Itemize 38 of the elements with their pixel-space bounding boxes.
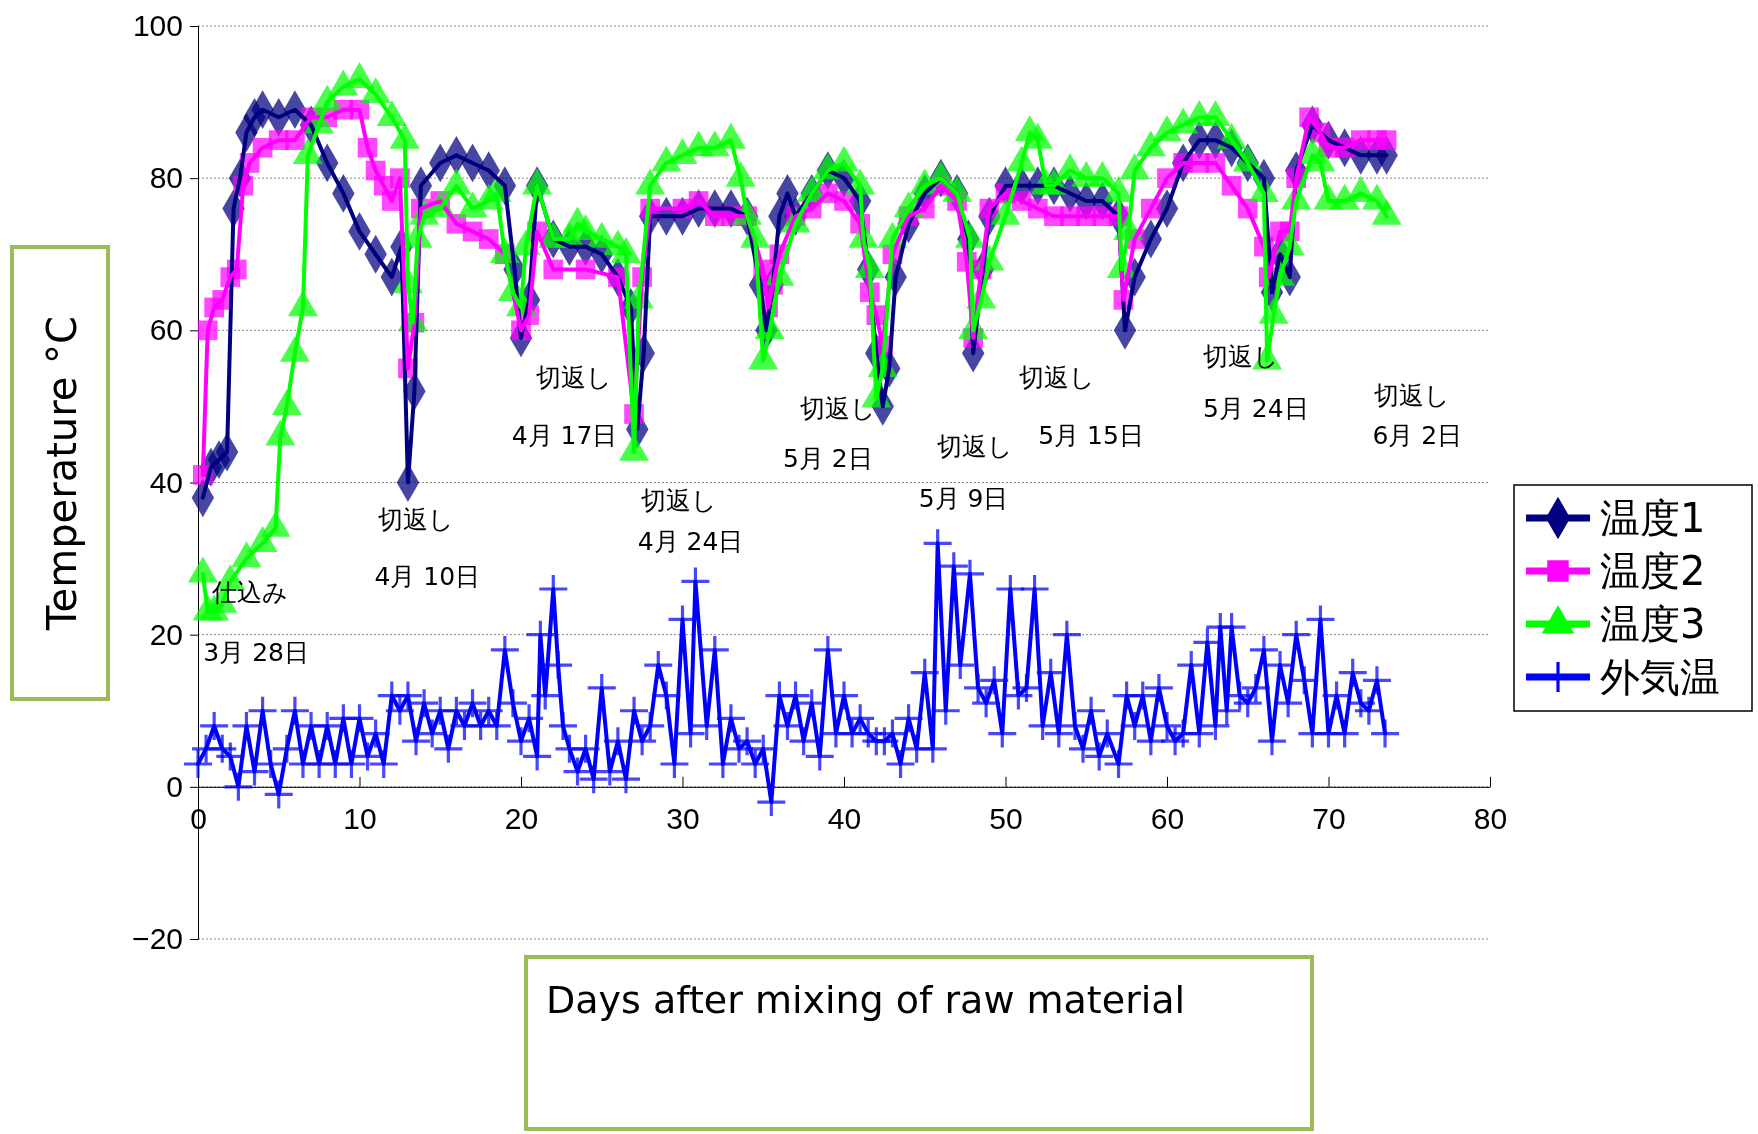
annotation: 切返し — [1019, 363, 1096, 393]
annotation: 切返し — [1374, 380, 1451, 410]
legend-label: 温度3 — [1600, 601, 1706, 647]
y-tick-label: 40 — [149, 465, 183, 499]
y-tick-label: −20 — [132, 922, 183, 956]
y-tick-label: 60 — [149, 313, 183, 347]
annotation: 4月 10日 — [374, 561, 481, 591]
x-tick-label: 70 — [1312, 801, 1346, 835]
x-tick-label: 60 — [1150, 801, 1185, 835]
annotation: 5月 15日 — [1038, 420, 1144, 450]
x-tick-label: 50 — [989, 801, 1023, 835]
x-tick-label: 20 — [504, 801, 539, 835]
legend-label: 温度2 — [1600, 548, 1706, 594]
y-axis-title: Temperature °C — [39, 315, 85, 632]
annotation: 5月 24日 — [1202, 394, 1309, 424]
annotation: 4月 24日 — [637, 527, 744, 557]
annotation: 切返し — [936, 432, 1013, 462]
annotation: 5月 2日 — [782, 443, 873, 473]
legend-label: 外気温 — [1600, 654, 1720, 700]
annotation: 切返し — [641, 485, 718, 515]
annotation: 4月 17日 — [511, 420, 618, 450]
annotation: 切返し — [536, 363, 613, 393]
y-tick-label: 100 — [132, 9, 183, 43]
x-tick-label: 80 — [1473, 801, 1508, 835]
x-tick-label: 30 — [666, 801, 700, 835]
y-tick-label: 80 — [149, 161, 183, 195]
annotation: 切返し — [799, 394, 876, 424]
x-tick-label: 40 — [827, 801, 862, 835]
annotation: 切返し — [378, 504, 455, 534]
y-tick-label: 0 — [166, 769, 183, 803]
annotation: 5月 9日 — [918, 484, 1009, 513]
annotation: 切返し — [1203, 342, 1280, 372]
annotation: 3月 28日 — [203, 637, 309, 667]
legend-label: 温度1 — [1600, 495, 1706, 541]
x-axis-title: Days after mixing of raw material — [546, 978, 1186, 1022]
y-tick-label: 20 — [149, 617, 183, 651]
annotation: 6月 2日 — [1372, 420, 1463, 450]
x-tick-label: 10 — [343, 801, 377, 835]
